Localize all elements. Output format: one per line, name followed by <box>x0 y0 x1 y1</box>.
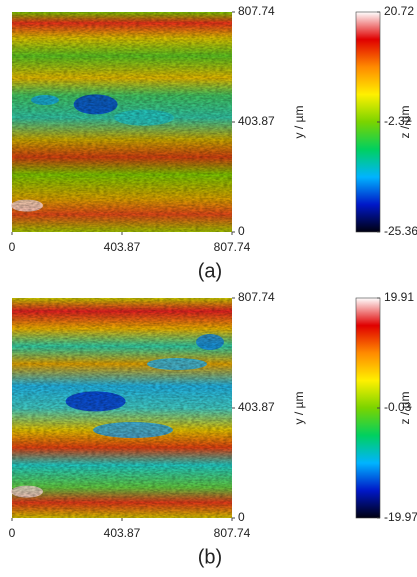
panel-label: (a) <box>198 260 222 282</box>
x-tick-label: 807.74 <box>214 526 251 540</box>
y-tick-label: 807.74 <box>238 4 275 18</box>
x-tick-label: 0 <box>9 526 16 540</box>
colorbar-tick-label: 20.72 <box>384 4 414 18</box>
colorbar-tick-label: -19.97 <box>384 510 417 524</box>
colorbar-tick-label: 19.91 <box>384 290 414 304</box>
y-tick-label: 807.74 <box>238 290 275 304</box>
y-tick-label: 0 <box>238 224 245 238</box>
surface-map <box>11 298 232 518</box>
surface-texture <box>12 298 232 518</box>
y-axis-label: y / µm <box>292 106 306 139</box>
colorbar-tick-label: -2.32 <box>384 114 412 128</box>
surface-map <box>11 12 232 232</box>
y-axis-label: y / µm <box>292 392 306 425</box>
y-tick-label: 403.87 <box>238 400 275 414</box>
colorbar-label: z / µm <box>398 392 412 425</box>
colorbar <box>355 297 381 519</box>
colorbar-label: z / µm <box>398 106 412 139</box>
y-tick-label: 403.87 <box>238 114 275 128</box>
panel-label: (b) <box>198 546 222 568</box>
x-tick-label: 403.87 <box>104 240 141 254</box>
x-tick-label: 403.87 <box>104 526 141 540</box>
x-tick-label: 0 <box>9 240 16 254</box>
colorbar-tick-label: -25.36 <box>384 224 417 238</box>
colorbar <box>355 11 381 233</box>
surface-texture <box>12 12 232 232</box>
y-tick-label: 0 <box>238 510 245 524</box>
colorbar-tick-label: -0.03 <box>384 400 412 414</box>
x-tick-label: 807.74 <box>214 240 251 254</box>
